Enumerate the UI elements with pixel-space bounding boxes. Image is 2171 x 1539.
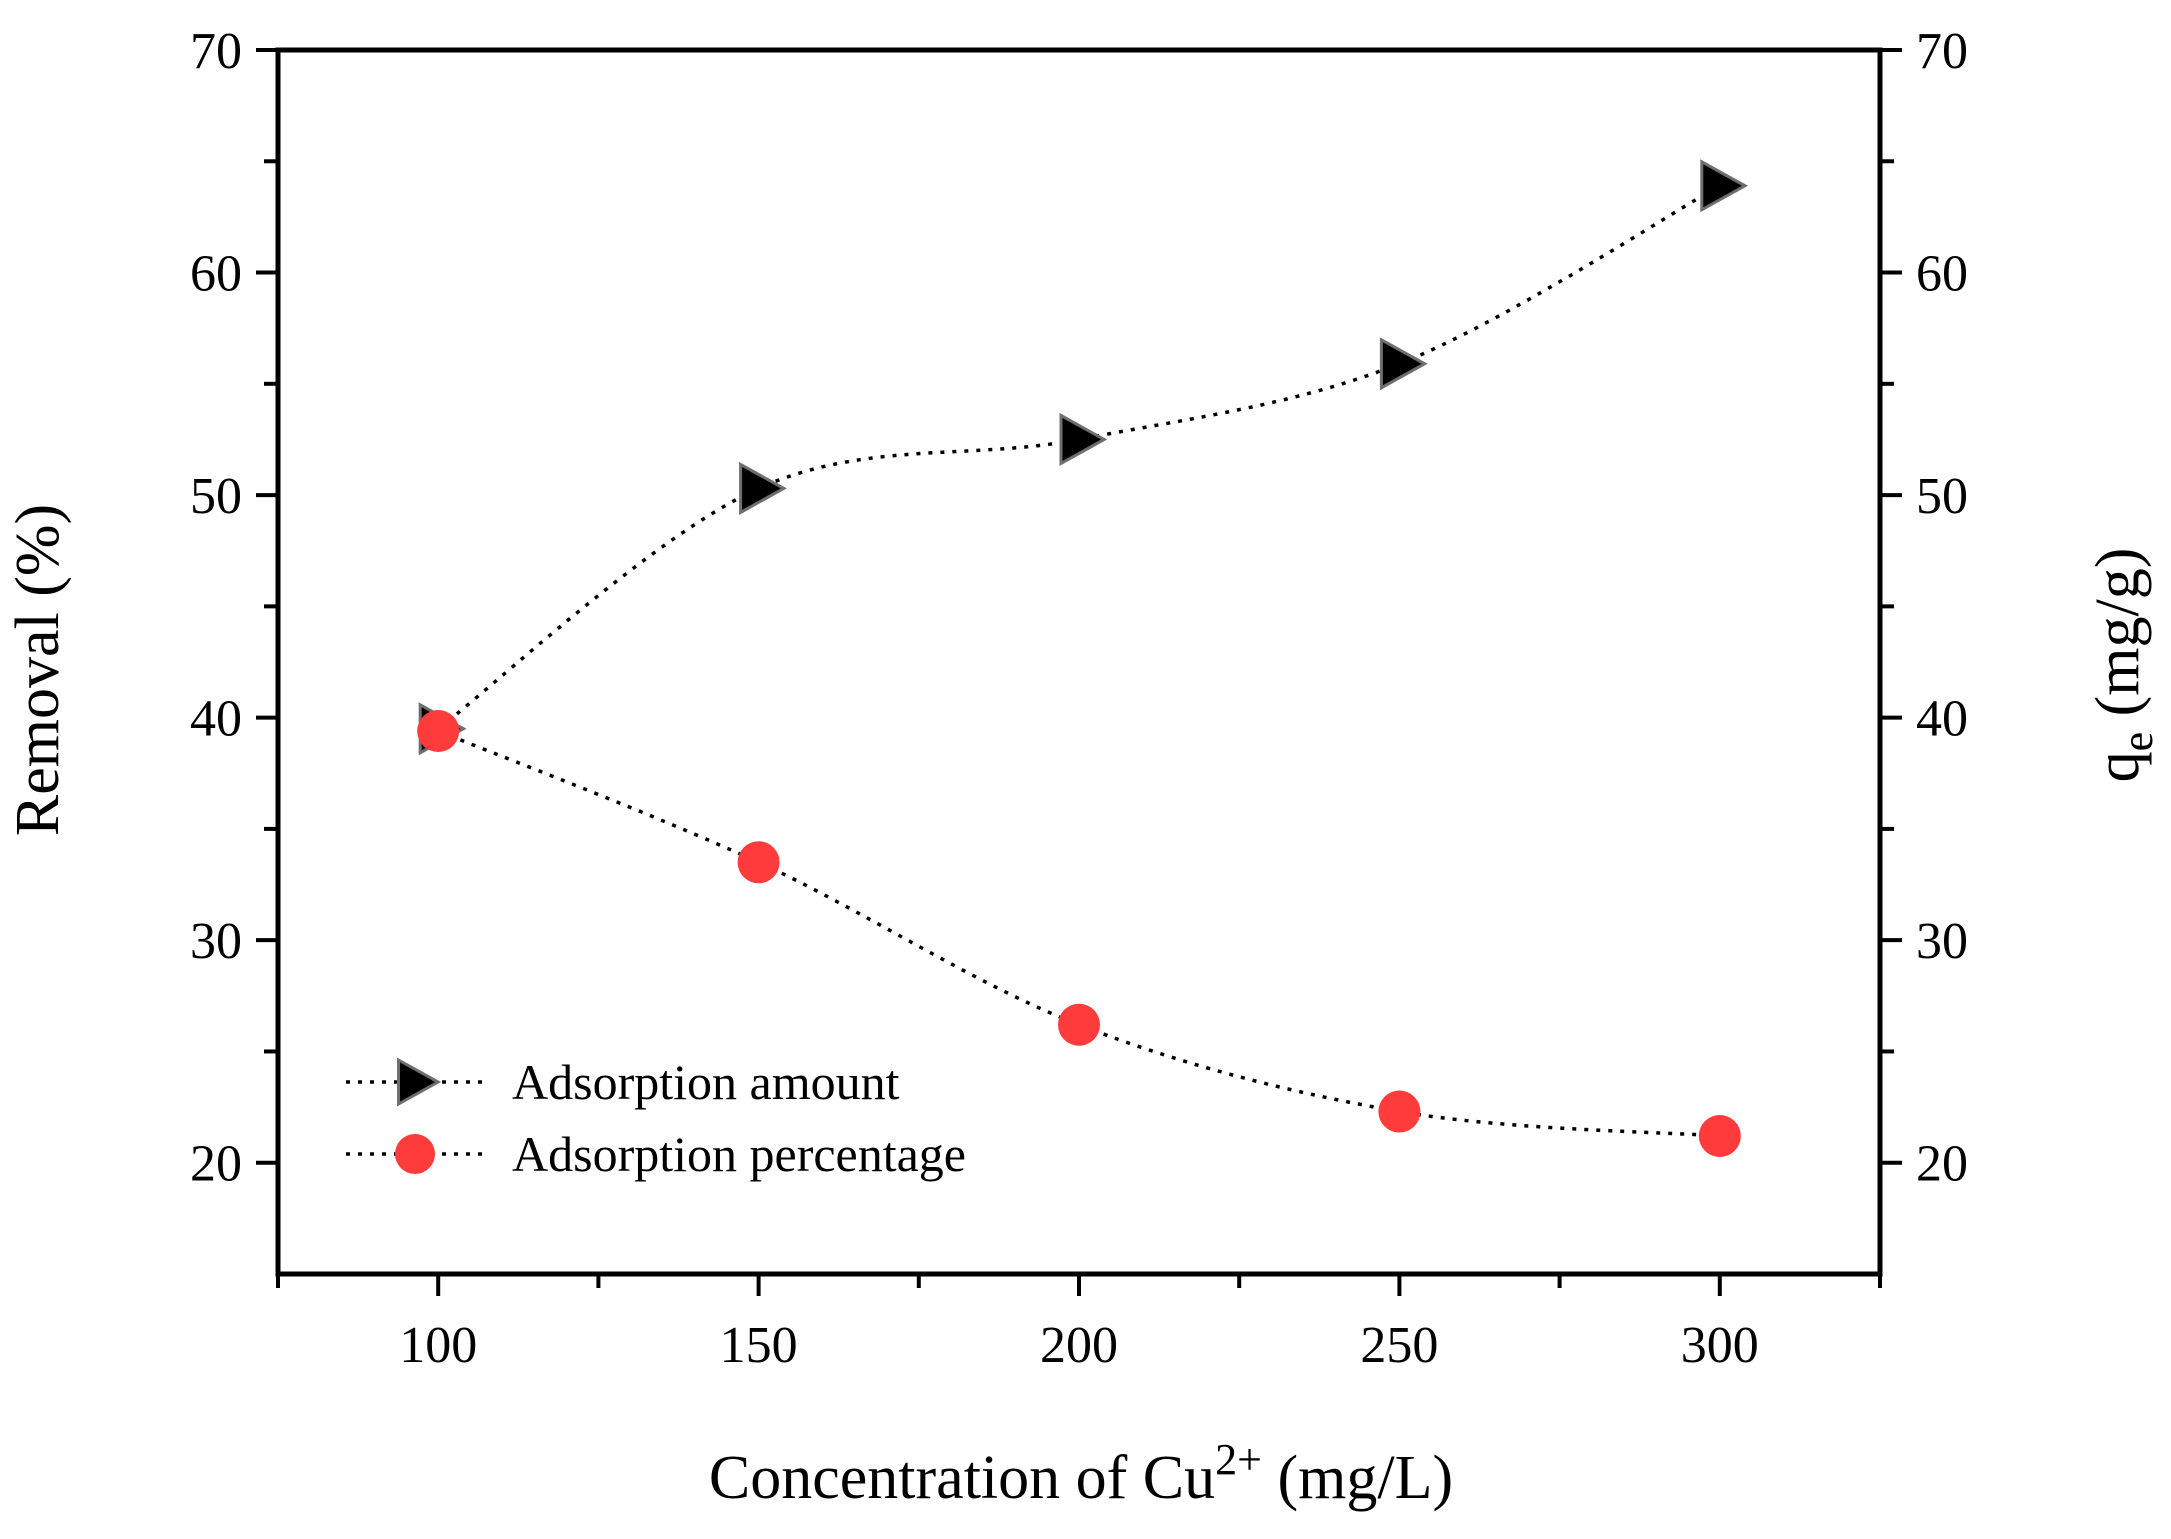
y2-tick-label: 30 — [1916, 913, 1968, 970]
point-adsorption-amount — [739, 461, 787, 515]
x-tick-label: 250 — [1360, 1317, 1438, 1374]
series-layer — [417, 159, 1749, 1158]
x-tick-label: 150 — [720, 1317, 798, 1374]
point-adsorption-percentage — [1058, 1003, 1100, 1046]
x-tick-label: 300 — [1681, 1317, 1759, 1374]
legend: Adsorption amount Adsorption percentage — [346, 1054, 966, 1182]
point-adsorption-percentage — [1698, 1115, 1741, 1158]
x-axis-title-main: Concentration of Cu — [709, 1444, 1215, 1512]
series-line — [437, 729, 1720, 1138]
y-tick-label: 70 — [190, 23, 242, 80]
y2-axis-title-unit: (mg/g) — [2084, 548, 2152, 732]
y2-tick-label: 50 — [1916, 468, 1968, 525]
point-adsorption-amount — [1059, 412, 1108, 467]
y-tick-label: 50 — [190, 468, 242, 525]
point-adsorption-percentage — [1378, 1090, 1421, 1133]
legend-marker-adsorption-amount — [397, 1057, 442, 1107]
point-adsorption-percentage — [417, 709, 460, 752]
point-adsorption-amount — [1379, 337, 1428, 391]
y-tick-label: 20 — [190, 1136, 242, 1193]
y2-tick-label: 20 — [1916, 1136, 1968, 1193]
y-tick-label: 60 — [190, 246, 242, 303]
x-axis-title-unit: (mg/L) — [1262, 1444, 1453, 1512]
axes: 100 150 200 250 300 20 30 40 50 60 70 20 30 40 50 60 70 — [190, 23, 1968, 1374]
y2-axis-title: qe (mg/g) — [2084, 548, 2162, 783]
point-adsorption-percentage — [737, 841, 780, 884]
legend-label: Adsorption amount — [512, 1054, 900, 1110]
y2-tick-label: 60 — [1916, 246, 1968, 303]
y2-axis-title-subscript: e — [2113, 732, 2162, 752]
y2-tick-label: 70 — [1916, 23, 1968, 80]
y-tick-label: 40 — [190, 691, 242, 748]
y2-tick-label: 40 — [1916, 691, 1968, 748]
legend-label: Adsorption percentage — [512, 1126, 966, 1182]
legend-marker-adsorption-percentage — [395, 1134, 435, 1174]
y-axis-title: Removal (%) — [4, 504, 72, 836]
series-line — [437, 184, 1721, 731]
y2-axis-title-main: q — [2084, 751, 2152, 782]
x-tick-label: 100 — [399, 1317, 477, 1374]
point-adsorption-amount — [1700, 159, 1749, 213]
x-axis-title-superscript: 2+ — [1215, 1435, 1262, 1484]
x-tick-label: 200 — [1040, 1317, 1118, 1374]
x-axis-title: Concentration of Cu2+ (mg/L) — [709, 1435, 1453, 1512]
y-tick-label: 30 — [190, 913, 242, 970]
